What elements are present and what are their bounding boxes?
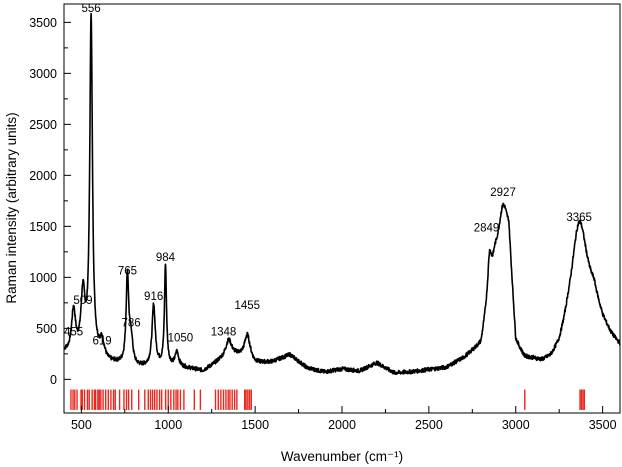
peak-label: 1050 [168,333,194,345]
marker-band [70,389,586,410]
x-tick-label: 1000 [154,418,182,432]
y-tick-label: 2000 [29,169,57,183]
y-tick-label: 1500 [29,220,57,234]
peak-annotations: 455 509 556 619 765 786 916 984 1050 1348 1455 2849… [64,3,592,348]
x-axis: 500 1000 1500 2000 2500 3000 3500 [71,406,617,432]
x-tick-label: 3000 [502,418,530,432]
y-tick-label: 500 [36,322,57,336]
peak-label: 916 [144,291,163,303]
peak-label: 556 [82,3,101,15]
y-axis-title: Raman intensity (arbitrary units) [4,112,19,303]
y-tick-label: 0 [50,373,57,387]
x-tick-label: 3500 [589,418,617,432]
x-tick-label: 500 [71,418,92,432]
peak-label: 3365 [566,212,592,224]
peak-label: 1455 [235,300,261,312]
spectrum-line [63,12,621,376]
peak-label: 2849 [474,222,500,234]
x-tick-label: 1500 [241,418,269,432]
peak-label: 619 [92,336,111,348]
peak-label: 509 [73,295,92,307]
peak-label: 984 [156,252,176,264]
peak-label: 765 [118,265,137,277]
peak-label: 786 [121,317,140,329]
plot-frame [63,3,621,414]
y-axis: 0 500 1000 1500 2000 2500 3000 3500 [29,16,71,387]
y-tick-label: 3000 [29,67,57,81]
y-tick-label: 2500 [29,118,57,132]
x-tick-label: 2000 [328,418,356,432]
peak-label: 455 [64,326,83,338]
x-tick-label: 2500 [415,418,443,432]
y-tick-label: 3500 [29,16,57,30]
peak-label: 2927 [490,187,516,199]
y-tick-label: 1000 [29,271,57,285]
peak-label: 1348 [211,326,237,338]
x-axis-title: Wavenumber (cm⁻¹) [281,449,403,464]
